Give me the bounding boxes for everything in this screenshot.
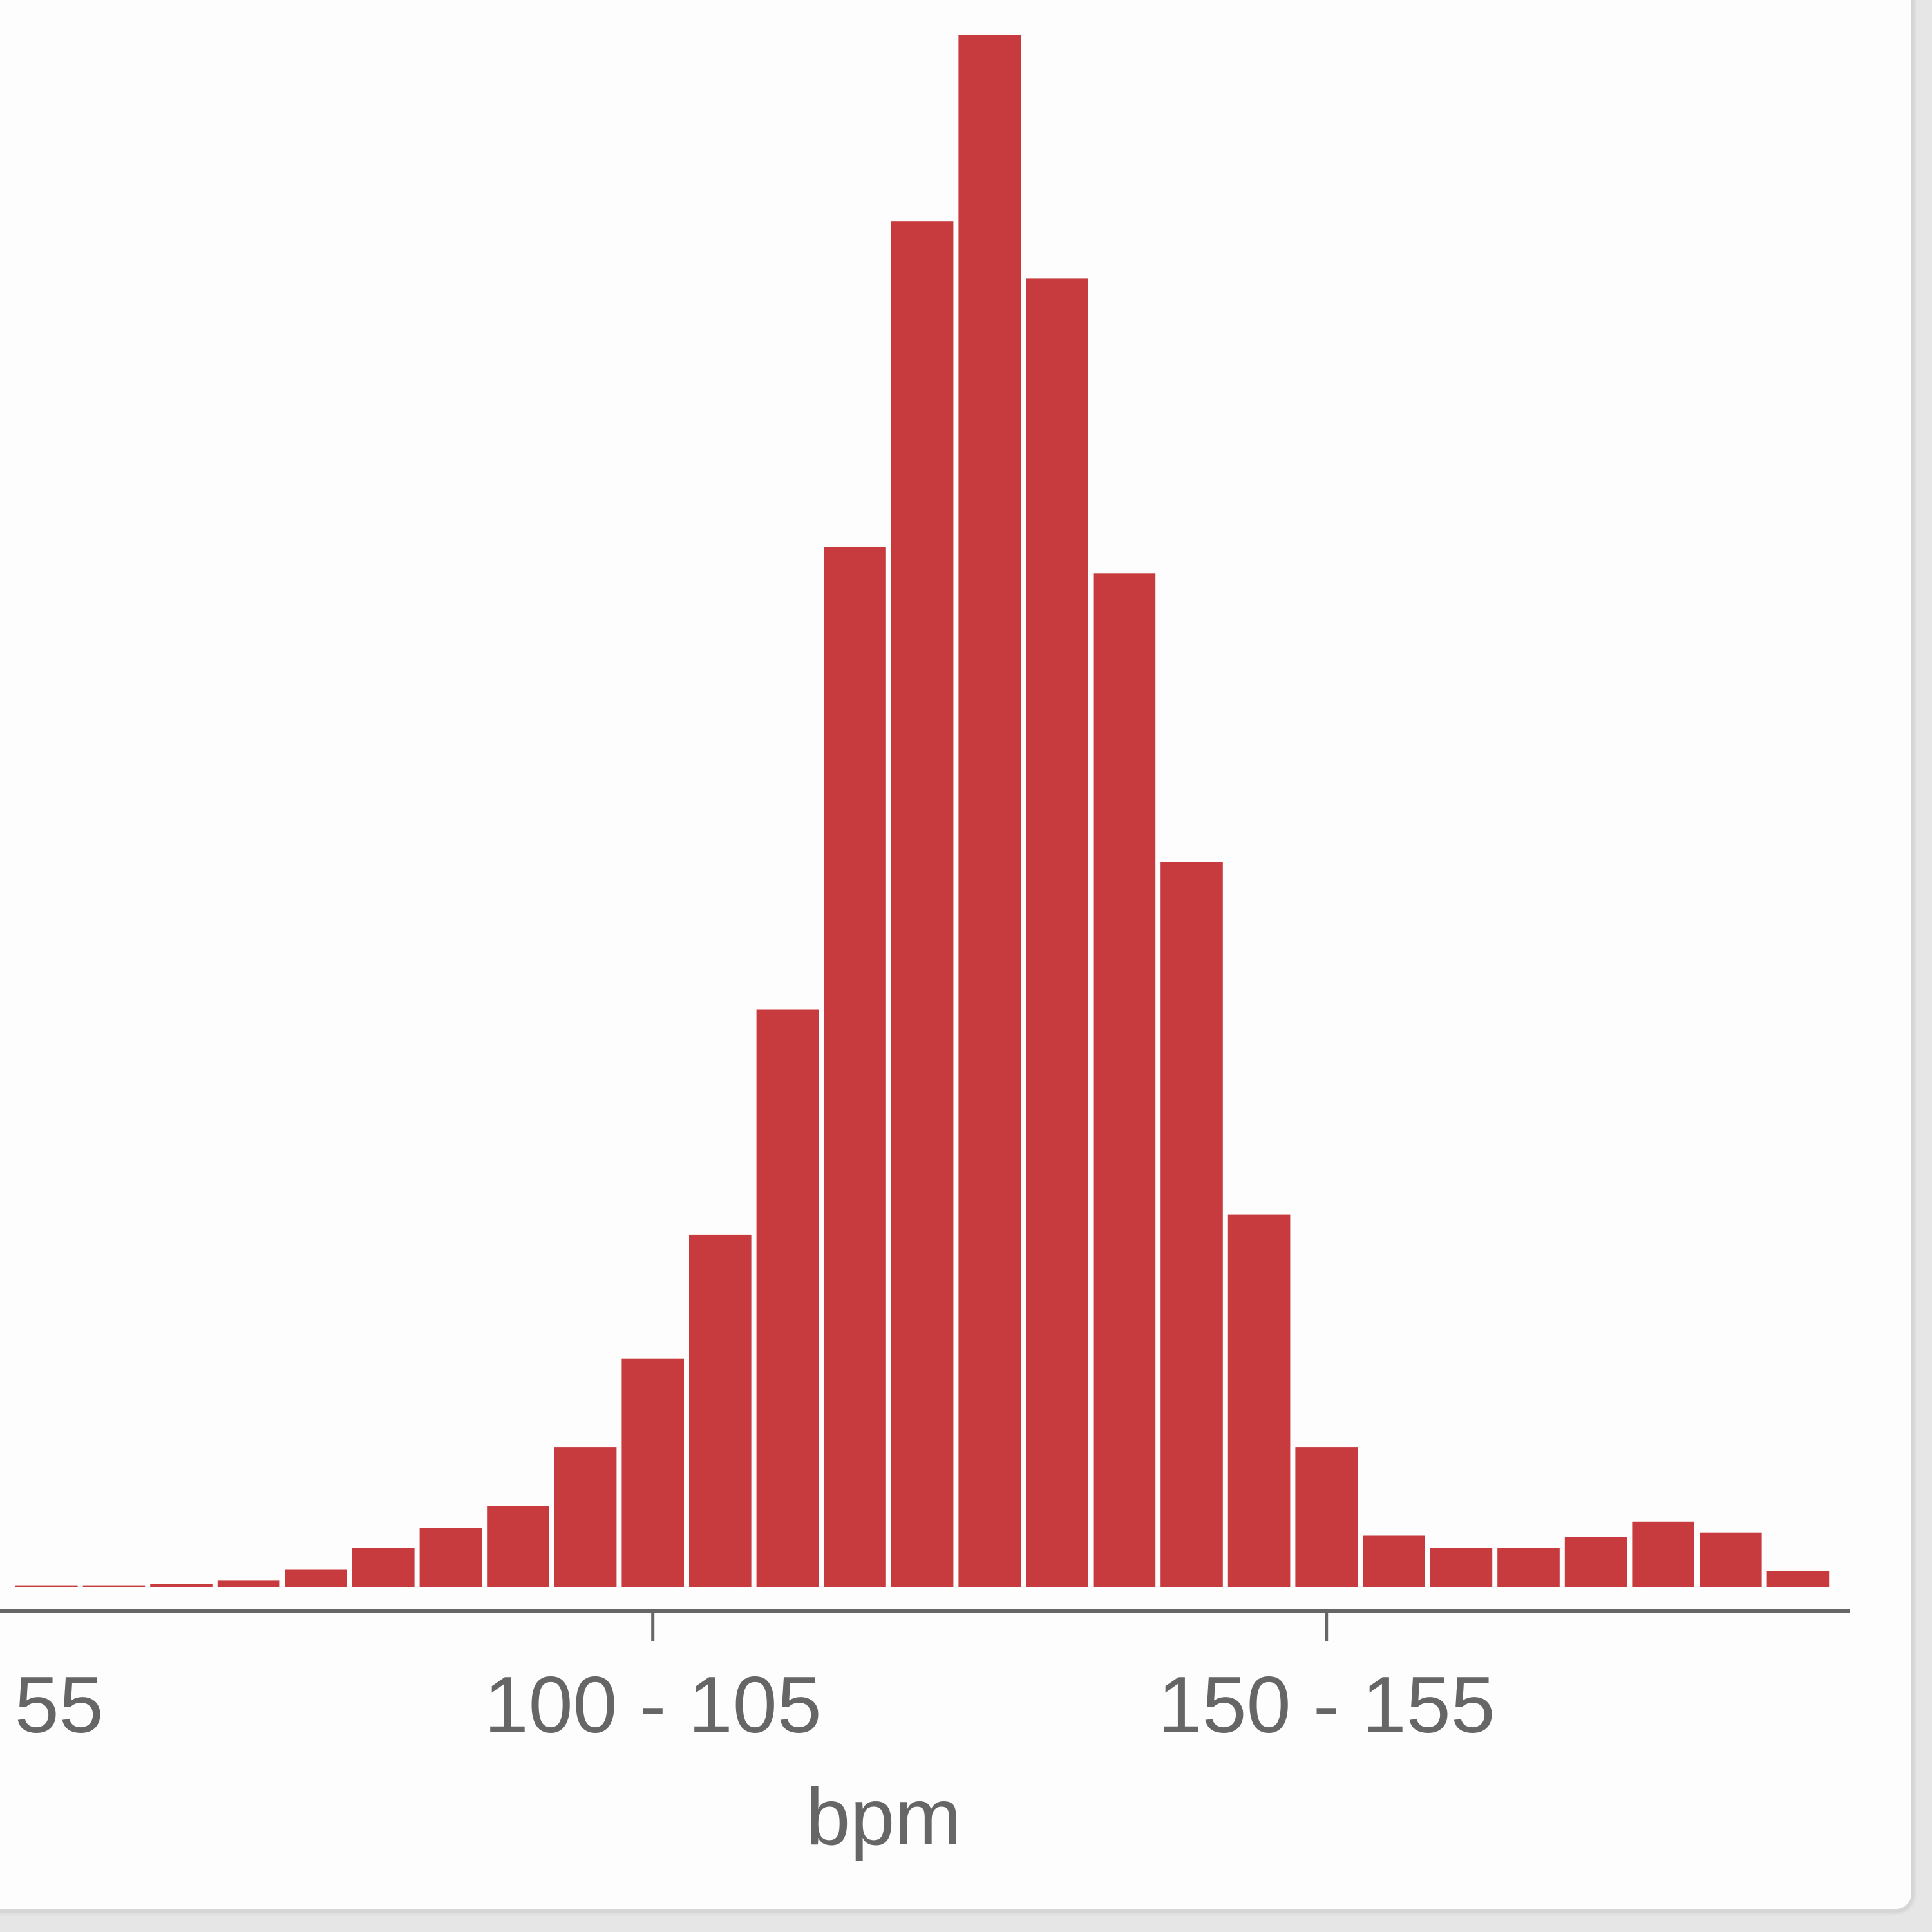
x-tick-label: 150 - 155: [1158, 1661, 1495, 1750]
bar-60-65: [82, 1585, 146, 1587]
bar-105-110: [689, 1234, 752, 1587]
chart-panel: [0, 0, 1914, 1911]
bar-95-100: [554, 1447, 617, 1587]
bar-85-90: [419, 1528, 482, 1587]
x-axis-ticks: 50 - 55 100 - 105 150 - 155: [0, 1611, 1495, 1750]
bar-155-160: [1363, 1535, 1425, 1587]
bar-130-135: [1026, 278, 1088, 1587]
bar-75-80: [285, 1569, 347, 1587]
bar-70-75: [217, 1580, 280, 1587]
x-tick-label: 100 - 105: [484, 1661, 822, 1750]
bar-55-60: [15, 1585, 78, 1587]
bar-80-85: [352, 1548, 415, 1587]
bar-175-180: [1632, 1521, 1694, 1587]
bar-170-175: [1564, 1537, 1627, 1587]
x-axis-title: bpm: [806, 1773, 961, 1862]
bar-165-170: [1497, 1548, 1560, 1587]
bar-185-190: [1766, 1571, 1830, 1587]
bar-125-130: [958, 35, 1021, 1587]
bar-90-95: [487, 1506, 549, 1587]
bar-180-185: [1700, 1532, 1762, 1587]
bar-110-115: [756, 1009, 819, 1587]
bars-group: [15, 35, 1830, 1587]
bar-115-120: [824, 547, 886, 1587]
x-tick-label: 50 - 55: [0, 1661, 104, 1750]
bar-140-145: [1160, 862, 1223, 1587]
bar-135-140: [1093, 573, 1156, 1587]
bar-100-105: [621, 1358, 684, 1587]
bar-150-155: [1295, 1447, 1358, 1587]
bar-145-150: [1227, 1214, 1291, 1587]
bar-160-165: [1430, 1548, 1493, 1587]
bar-65-70: [150, 1584, 213, 1587]
bar-120-125: [891, 221, 954, 1587]
